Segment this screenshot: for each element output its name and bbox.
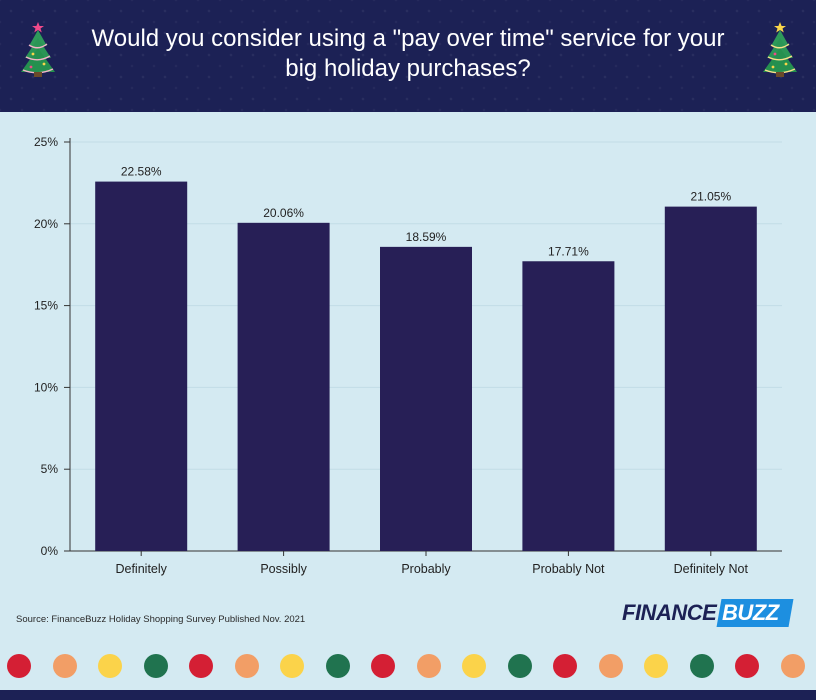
decorative-dot (780, 654, 805, 678)
bar-chart: 0% 5% 10% 15% 20% 25% 22.58% Definitely 20.06% P… (34, 135, 782, 576)
logo-text-finance: FINANCE (622, 600, 717, 625)
y-tick-label: 0% (41, 544, 59, 558)
bar-probably-not (522, 261, 615, 551)
decorative-dot (371, 654, 395, 678)
header-banner: Would you consider using a "pay over tim… (0, 0, 816, 112)
christmas-tree-icon (763, 22, 797, 77)
footer-band (0, 690, 816, 700)
y-tick-label: 5% (41, 462, 59, 476)
decorative-dot (598, 654, 623, 678)
decorative-dot (735, 654, 759, 678)
y-tick-label: 10% (34, 380, 58, 394)
y-tick-label: 25% (34, 135, 58, 149)
decorative-dot (416, 654, 441, 678)
x-tick-label: Definitely (115, 562, 167, 576)
data-label: 18.59% (406, 230, 447, 244)
x-tick-label: Probably Not (532, 562, 605, 576)
y-tick-label: 15% (34, 299, 58, 313)
decorative-dot (462, 654, 486, 678)
data-label: 20.06% (263, 206, 304, 220)
bar-definitely-not (664, 206, 757, 551)
x-tick-label: Definitely Not (674, 562, 749, 576)
decorative-dot (325, 654, 350, 678)
decorative-dot (189, 654, 213, 678)
x-tick-label: Possibly (260, 562, 307, 576)
decorative-dots-row (0, 648, 816, 684)
decorative-dot (553, 654, 577, 678)
decorative-dot (98, 654, 122, 678)
y-tick-label: 20% (34, 217, 58, 231)
bar-definitely (95, 181, 188, 552)
data-label: 21.05% (690, 190, 731, 204)
x-tick-label: Probably (401, 562, 451, 576)
page-title: Would you consider using a "pay over tim… (91, 25, 725, 82)
decorative-dot (280, 654, 304, 678)
logo-text-buzz: BUZZ (722, 600, 779, 625)
decorative-dot (7, 654, 31, 678)
header-pattern (0, 0, 816, 112)
data-label: 22.58% (121, 165, 162, 179)
data-label: 17.71% (548, 244, 589, 258)
christmas-tree-icon (21, 22, 55, 77)
decorative-dot (234, 654, 259, 678)
financebuzz-logo: FINANCE BUZZ (618, 599, 794, 627)
bar-possibly (237, 222, 330, 551)
decorative-dot (507, 654, 532, 678)
decorative-dot (143, 654, 168, 678)
bar-probably (380, 246, 472, 551)
decorative-dot (689, 654, 714, 678)
decorative-dot (644, 654, 668, 678)
decorative-dot (52, 654, 77, 678)
source-note: Source: FinanceBuzz Holiday Shopping Sur… (16, 614, 306, 625)
